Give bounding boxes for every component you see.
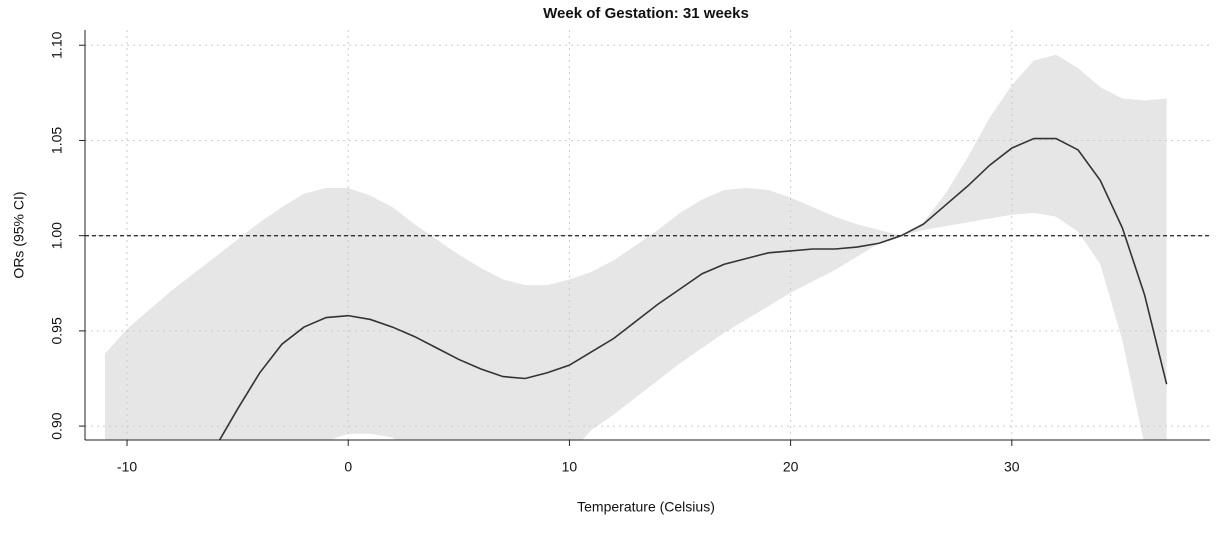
y-tick-label: 1.10 [49, 31, 65, 58]
x-tick-label: 20 [783, 459, 799, 475]
y-tick-label: 1.05 [49, 127, 65, 154]
line [218, 137, 1168, 440]
x-tick-label: 0 [344, 459, 352, 475]
x-tick-label: -10 [117, 459, 137, 475]
x-axis-label: Temperature (Celsius) [577, 499, 715, 515]
y-tick-label: 1.00 [49, 222, 65, 249]
y-tick-label: 0.95 [49, 317, 65, 344]
chart-title: Week of Gestation: 31 weeks [543, 5, 749, 22]
y-axis-label: ORs (95% CI) [11, 191, 27, 278]
x-tick-label: 10 [562, 459, 578, 475]
x-tick-label: 30 [1004, 459, 1020, 475]
y-tick-label: 0.90 [49, 412, 65, 439]
confidence-band [104, 54, 1167, 440]
